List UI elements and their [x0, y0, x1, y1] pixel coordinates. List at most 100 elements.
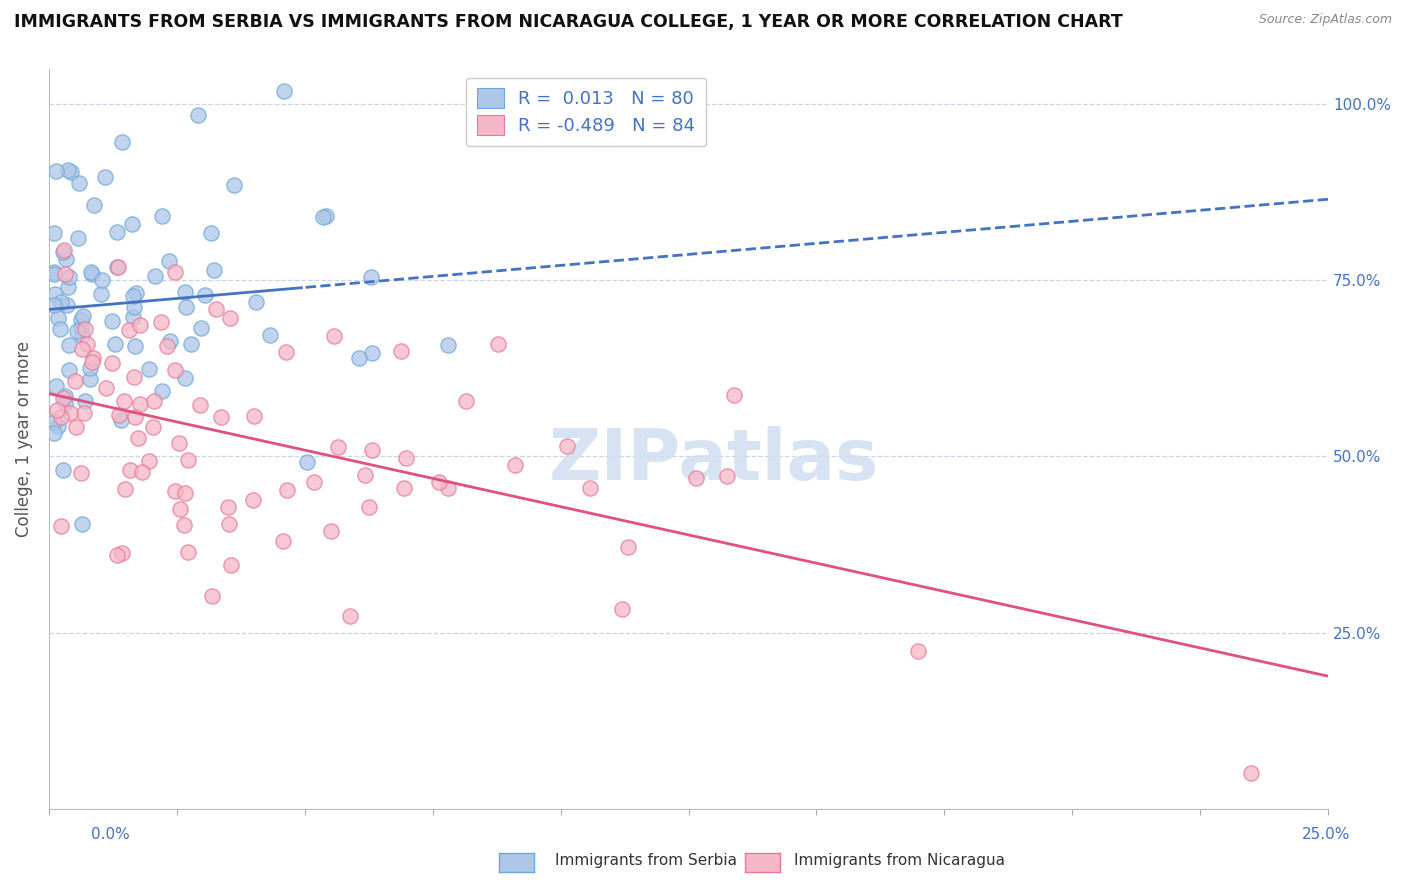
- Point: [76, 336, 98, 351]
- Point: [302, 475, 325, 489]
- Point: [58, 363, 80, 377]
- Point: [70, 466, 93, 480]
- Point: [75, 393, 97, 408]
- Point: [271, 534, 294, 549]
- Point: [105, 260, 128, 275]
- Point: [122, 370, 145, 384]
- Point: [58, 337, 80, 351]
- Point: [173, 518, 195, 533]
- Point: [122, 310, 145, 324]
- Point: [173, 371, 195, 385]
- Point: [56, 280, 79, 294]
- Point: [79, 361, 101, 376]
- Point: [129, 318, 152, 332]
- Point: [55, 252, 77, 266]
- Point: [90, 287, 112, 301]
- Point: [45, 379, 67, 393]
- Point: [169, 501, 191, 516]
- Point: [219, 558, 242, 573]
- Text: ZIPatlas: ZIPatlas: [550, 426, 879, 495]
- Point: [46, 311, 69, 326]
- Point: [315, 210, 337, 224]
- Point: [45, 164, 67, 178]
- Point: [200, 590, 222, 604]
- Point: [83, 198, 105, 212]
- Point: [101, 356, 124, 370]
- Point: [138, 362, 160, 376]
- Point: [124, 410, 146, 425]
- Point: [122, 289, 145, 303]
- Text: 25.0%: 25.0%: [1302, 827, 1350, 841]
- Point: [65, 324, 87, 338]
- Point: [486, 337, 509, 351]
- Point: [159, 334, 181, 349]
- Point: [72, 342, 94, 356]
- Point: [44, 227, 66, 241]
- Point: [163, 265, 186, 279]
- Point: [177, 545, 200, 559]
- Point: [359, 500, 381, 514]
- Point: [188, 398, 211, 412]
- Point: [42, 264, 65, 278]
- Point: [111, 135, 134, 149]
- Point: [176, 300, 198, 314]
- Text: Source: ZipAtlas.com: Source: ZipAtlas.com: [1258, 13, 1392, 27]
- Point: [125, 286, 148, 301]
- Point: [94, 169, 117, 184]
- Text: IMMIGRANTS FROM SERBIA VS IMMIGRANTS FROM NICARAGUA COLLEGE, 1 YEAR OR MORE CORR: IMMIGRANTS FROM SERBIA VS IMMIGRANTS FRO…: [14, 13, 1123, 31]
- Point: [436, 481, 458, 495]
- Point: [49, 294, 72, 309]
- Point: [150, 384, 173, 398]
- Point: [578, 481, 600, 495]
- Point: [42, 268, 65, 282]
- Point: [190, 321, 212, 335]
- Point: [52, 245, 75, 260]
- Point: [429, 475, 451, 489]
- Point: [360, 443, 382, 458]
- Point: [204, 301, 226, 316]
- Point: [224, 178, 246, 193]
- Point: [503, 458, 526, 473]
- Point: [322, 329, 344, 343]
- Point: [72, 516, 94, 531]
- Point: [456, 393, 478, 408]
- Legend: R =  0.013   N = 80, R = -0.489   N = 84: R = 0.013 N = 80, R = -0.489 N = 84: [467, 78, 706, 146]
- Point: [142, 419, 165, 434]
- Point: [80, 355, 103, 369]
- Point: [56, 162, 79, 177]
- Point: [297, 454, 319, 468]
- Point: [112, 393, 135, 408]
- Point: [1240, 765, 1263, 780]
- Point: [339, 609, 361, 624]
- Point: [194, 287, 217, 301]
- Point: [131, 466, 153, 480]
- Point: [118, 463, 141, 477]
- Point: [165, 484, 187, 499]
- Point: [65, 420, 87, 434]
- Point: [48, 419, 70, 434]
- Point: [354, 468, 377, 483]
- Point: [557, 439, 579, 453]
- Point: [69, 313, 91, 327]
- Point: [685, 470, 707, 484]
- Point: [242, 492, 264, 507]
- Point: [72, 328, 94, 343]
- Point: [209, 409, 232, 424]
- Point: [437, 338, 460, 352]
- Point: [150, 314, 173, 328]
- Point: [69, 320, 91, 334]
- Point: [202, 262, 225, 277]
- Point: [259, 328, 281, 343]
- Point: [200, 227, 222, 241]
- Point: [104, 337, 127, 351]
- Text: Immigrants from Serbia: Immigrants from Serbia: [555, 854, 737, 868]
- Point: [96, 381, 118, 395]
- Point: [110, 413, 132, 427]
- Point: [312, 210, 335, 224]
- Point: [328, 440, 350, 454]
- Point: [108, 408, 131, 422]
- Point: [218, 517, 240, 532]
- Point: [67, 176, 90, 190]
- Point: [156, 339, 179, 353]
- Point: [82, 267, 104, 281]
